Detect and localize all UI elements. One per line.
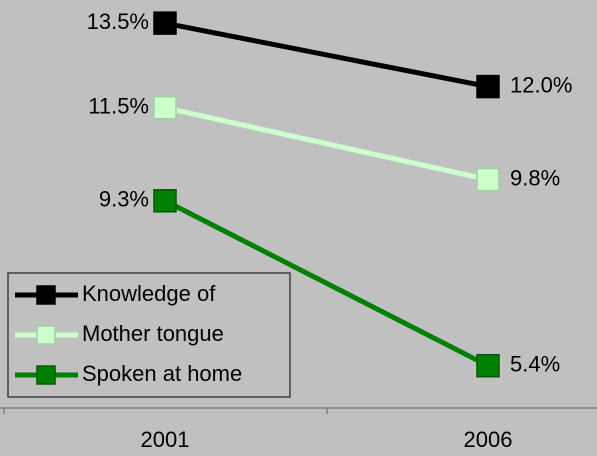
marker	[476, 353, 500, 378]
value-label: 9.3%	[99, 187, 149, 212]
legend-label: Mother tongue	[82, 321, 224, 346]
x-tick-label: 2001	[141, 427, 190, 452]
marker	[153, 11, 177, 35]
legend-label: Spoken at home	[82, 361, 242, 386]
legend-label: Knowledge of	[82, 281, 216, 306]
legend-marker	[36, 325, 56, 345]
series-line	[164, 20, 489, 90]
value-label: 12.0%	[510, 72, 572, 97]
value-label: 9.8%	[510, 165, 560, 190]
legend-marker	[36, 285, 56, 305]
series-line	[164, 105, 489, 183]
series-line	[163, 198, 490, 368]
marker	[153, 189, 177, 213]
value-label: 13.5%	[87, 9, 149, 34]
value-label: 11.5%	[88, 94, 149, 119]
x-tick-label: 2006	[464, 427, 513, 452]
marker	[476, 167, 500, 192]
legend-marker	[36, 365, 56, 385]
value-label: 5.4%	[510, 352, 560, 377]
marker	[153, 95, 177, 120]
marker	[476, 74, 500, 99]
